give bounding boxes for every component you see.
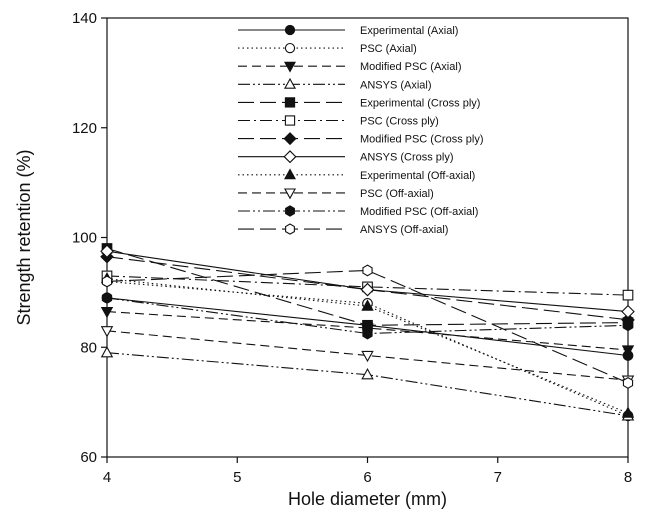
legend-label: PSC (Off-axial) (360, 188, 434, 200)
x-axis-title: Hole diameter (mm) (288, 489, 447, 509)
plot-area: 4 5 6 7 8 60 80 100 120 140 (72, 10, 632, 486)
data-point (284, 77, 296, 89)
data-point (361, 350, 374, 363)
x-tick-label: 8 (624, 469, 632, 486)
data-point (284, 97, 296, 108)
series-line (106, 269, 629, 384)
data-point (283, 150, 297, 164)
legend-entry: ANSYS (Off-axial) (238, 223, 448, 236)
data-point (100, 244, 114, 258)
data-point (362, 264, 373, 277)
series (101, 264, 634, 389)
legend-label: Experimental (Off-axial) (360, 170, 475, 182)
legend-entry: Experimental (Cross ply) (238, 97, 480, 109)
x-tick-label: 6 (363, 469, 371, 486)
data-point (621, 345, 635, 357)
data-point (283, 132, 297, 146)
series-line (106, 297, 629, 335)
data-point (284, 61, 296, 73)
data-point (361, 299, 374, 311)
legend-entry: Experimental (Off-axial) (238, 168, 475, 182)
x-tick-label: 7 (494, 469, 502, 486)
legend-entry: Modified PSC (Off-axial) (238, 205, 478, 218)
data-point (284, 24, 296, 36)
legend-entry: Modified PSC (Cross ply) (238, 132, 483, 146)
series-line (106, 275, 629, 296)
series-layer (100, 243, 635, 422)
legend-entry: Experimental (Axial) (238, 24, 458, 37)
y-tick-label: 120 (72, 120, 97, 137)
legend-label: ANSYS (Axial) (360, 79, 432, 91)
data-point (621, 406, 635, 418)
x-tick-label: 4 (103, 469, 111, 486)
data-point (285, 223, 295, 235)
legend: Experimental (Axial) PSC (Axial) Modified … (238, 24, 483, 236)
legend-label: Modified PSC (Axial) (360, 61, 461, 73)
y-tick-label: 100 (72, 230, 97, 247)
data-point (285, 205, 295, 217)
data-point (621, 304, 635, 319)
series (101, 276, 634, 422)
data-point (101, 275, 113, 288)
data-point (284, 188, 296, 200)
data-point (100, 306, 114, 319)
data-point (360, 282, 375, 297)
legend-label: Experimental (Axial) (360, 25, 458, 37)
y-axis-title: Strength retention (%) (14, 149, 34, 325)
legend-label: PSC (Axial) (360, 43, 417, 55)
series-line (106, 330, 629, 381)
legend-entry: Modified PSC (Axial) (238, 61, 461, 73)
data-point (622, 289, 634, 301)
legend-label: Modified PSC (Cross ply) (360, 134, 483, 146)
series (100, 244, 635, 319)
series-line (106, 311, 629, 351)
data-point (622, 319, 634, 332)
data-point (100, 326, 114, 338)
y-tick-label: 60 (80, 449, 97, 466)
y-tick-label: 80 (80, 339, 97, 356)
legend-label: Experimental (Cross ply) (360, 97, 480, 109)
data-point (362, 327, 373, 340)
legend-entry: ANSYS (Cross ply) (238, 150, 454, 164)
legend-label: PSC (Cross ply) (360, 116, 439, 128)
series-line (106, 352, 629, 417)
legend-label: ANSYS (Off-axial) (360, 224, 448, 236)
legend-entry: PSC (Cross ply) (238, 115, 439, 128)
legend-entry: PSC (Axial) (238, 42, 417, 55)
data-point (284, 42, 296, 54)
legend-entry: PSC (Off-axial) (238, 188, 434, 200)
series (101, 291, 634, 340)
x-tick-label: 5 (233, 469, 241, 486)
legend-label: ANSYS (Cross ply) (360, 152, 454, 164)
data-point (100, 346, 114, 358)
legend-label: Modified PSC (Off-axial) (360, 206, 478, 218)
data-point (284, 168, 296, 180)
data-point (622, 377, 634, 389)
y-tick-label: 140 (72, 10, 97, 27)
data-point (361, 368, 374, 380)
legend-entry: ANSYS (Axial) (238, 77, 432, 91)
data-point (284, 115, 296, 126)
data-point (101, 291, 113, 304)
